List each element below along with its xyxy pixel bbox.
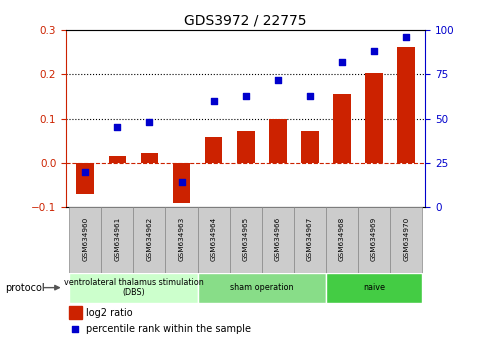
Bar (197, 273, 325, 303)
Point (113, 125, 121, 130)
Bar (261, 207, 293, 273)
Text: GSM634961: GSM634961 (114, 216, 120, 261)
Text: GSM634970: GSM634970 (402, 216, 408, 261)
Bar (141, 153, 158, 163)
Bar (108, 156, 126, 163)
Bar (293, 207, 325, 273)
Text: GSM634969: GSM634969 (370, 216, 376, 261)
Point (337, 59, 345, 65)
Point (369, 48, 377, 54)
Bar (76, 163, 94, 194)
Bar (68, 306, 82, 319)
Point (145, 119, 153, 125)
Bar (268, 120, 286, 163)
Bar (133, 207, 165, 273)
Text: GSM634964: GSM634964 (210, 216, 216, 261)
Point (209, 98, 217, 104)
Bar (197, 207, 229, 273)
Point (402, 34, 409, 40)
Point (177, 179, 185, 185)
Point (71, 326, 79, 332)
Point (241, 93, 249, 98)
Bar (357, 207, 389, 273)
Bar (172, 163, 190, 202)
Text: percentile rank within the sample: percentile rank within the sample (86, 324, 251, 334)
Text: GSM634965: GSM634965 (242, 216, 248, 261)
Bar (301, 131, 318, 163)
Text: GSM634967: GSM634967 (306, 216, 312, 261)
Bar (365, 73, 382, 163)
Text: log2 ratio: log2 ratio (86, 308, 133, 318)
Bar (325, 207, 357, 273)
Text: sham operation: sham operation (229, 283, 293, 292)
Bar (69, 273, 197, 303)
Text: GSM634966: GSM634966 (274, 216, 280, 261)
Text: GSM634962: GSM634962 (146, 216, 152, 261)
Point (81, 169, 89, 175)
Text: GSM634968: GSM634968 (338, 216, 345, 261)
Text: GSM634963: GSM634963 (178, 216, 184, 261)
Title: GDS3972 / 22775: GDS3972 / 22775 (184, 13, 306, 28)
Bar (397, 47, 414, 163)
Bar (325, 273, 421, 303)
Point (273, 77, 281, 82)
Text: GSM634960: GSM634960 (82, 216, 88, 261)
Bar (389, 207, 421, 273)
Text: ventrolateral thalamus stimulation
(DBS): ventrolateral thalamus stimulation (DBS) (63, 278, 203, 297)
Bar (332, 94, 350, 163)
Point (305, 93, 313, 98)
Bar (204, 137, 222, 163)
Bar (229, 207, 261, 273)
Bar (101, 207, 133, 273)
Bar (236, 131, 254, 163)
Bar (69, 207, 101, 273)
Bar (165, 207, 197, 273)
Text: naive: naive (363, 283, 384, 292)
Text: protocol: protocol (5, 282, 44, 293)
